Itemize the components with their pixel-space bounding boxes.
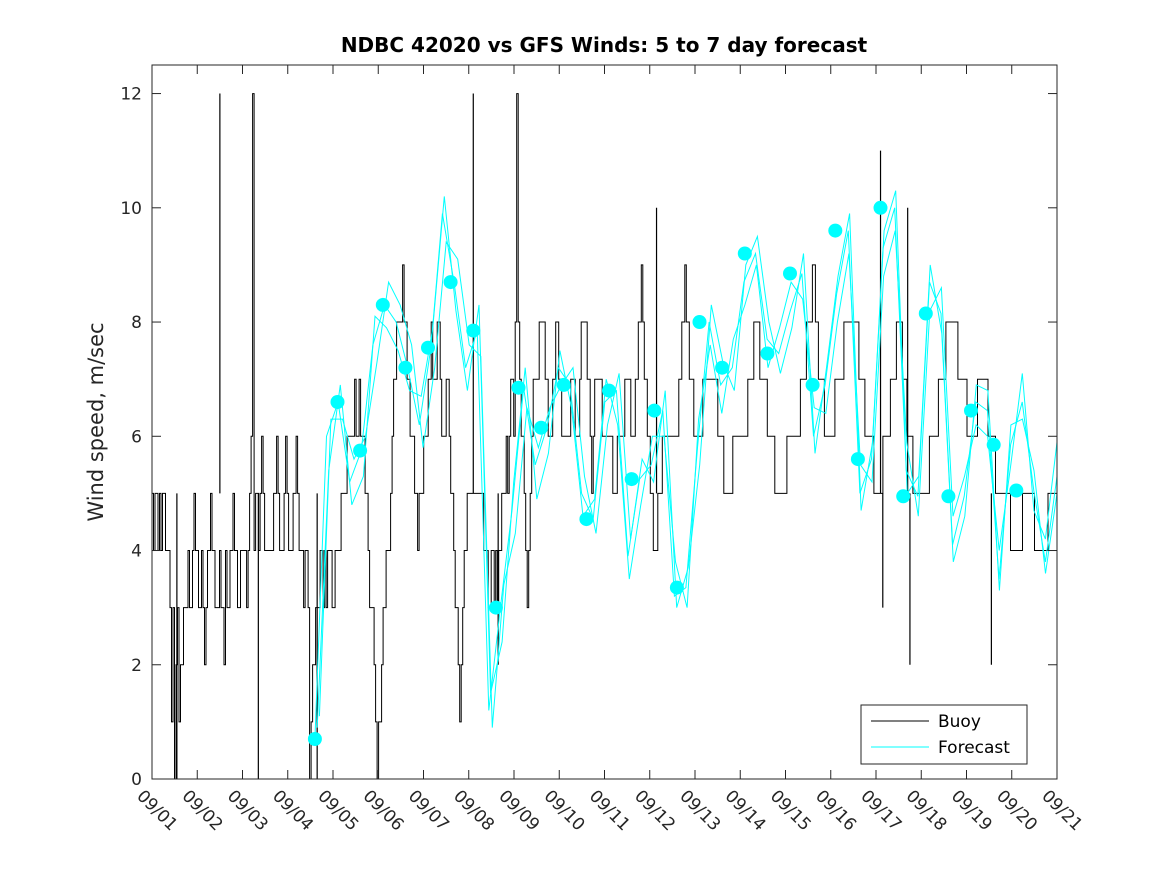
y-tick-label: 0	[131, 770, 142, 790]
forecast-run-line	[316, 196, 1057, 728]
forecast-marker	[353, 443, 368, 458]
forecast-series	[314, 190, 1057, 740]
forecast-marker	[986, 437, 1001, 452]
forecast-marker	[556, 377, 571, 392]
forecast-marker	[330, 395, 345, 409]
forecast-marker	[421, 340, 435, 355]
forecast-marker	[964, 403, 978, 418]
buoy-series	[152, 93, 1057, 779]
forecast-marker	[669, 580, 684, 595]
y-axis: 0 2 4 6 8 10 12	[120, 85, 1057, 790]
y-tick-label: 6	[131, 427, 142, 447]
legend-box	[860, 704, 1028, 765]
forecast-marker	[443, 275, 458, 290]
forecast-marker	[896, 489, 911, 504]
forecast-markers	[307, 200, 1024, 746]
forecast-marker	[828, 223, 843, 238]
y-tick-label: 4	[131, 542, 142, 562]
forecast-marker	[941, 489, 956, 504]
forecast-marker	[918, 306, 933, 321]
forecast-marker	[488, 600, 503, 615]
forecast-marker	[805, 377, 820, 392]
forecast-marker	[534, 420, 549, 435]
forecast-marker	[873, 200, 888, 215]
forecast-marker	[375, 297, 390, 312]
forecast-marker	[1009, 483, 1024, 498]
legend-forecast-label: Forecast	[938, 738, 1010, 758]
y-axis-label: Wind speed, m/sec	[84, 322, 108, 521]
chart-title: NDBC 42020 vs GFS Winds: 5 to 7 day fore…	[341, 33, 868, 57]
forecast-marker	[466, 323, 481, 338]
forecast-marker	[760, 346, 775, 361]
forecast-marker	[647, 403, 662, 418]
forecast-marker	[715, 360, 730, 375]
forecast-marker	[398, 360, 413, 375]
forecast-run-line	[318, 190, 1057, 728]
legend: Buoy Forecast	[860, 704, 1028, 765]
forecast-marker	[692, 315, 707, 329]
forecast-marker	[307, 732, 322, 746]
forecast-marker	[602, 383, 616, 398]
forecast-marker	[737, 246, 752, 261]
legend-buoy-label: Buoy	[938, 712, 981, 732]
y-tick-label: 8	[131, 313, 142, 333]
y-tick-label: 12	[120, 85, 142, 105]
forecast-marker	[850, 452, 865, 467]
forecast-marker	[624, 472, 639, 487]
forecast-marker	[579, 512, 594, 527]
buoy-line	[152, 93, 1057, 779]
forecast-marker	[783, 266, 797, 281]
y-tick-label: 10	[120, 199, 142, 219]
y-tick-label: 2	[131, 656, 142, 676]
forecast-marker	[511, 380, 526, 395]
plot-area	[152, 93, 1057, 779]
